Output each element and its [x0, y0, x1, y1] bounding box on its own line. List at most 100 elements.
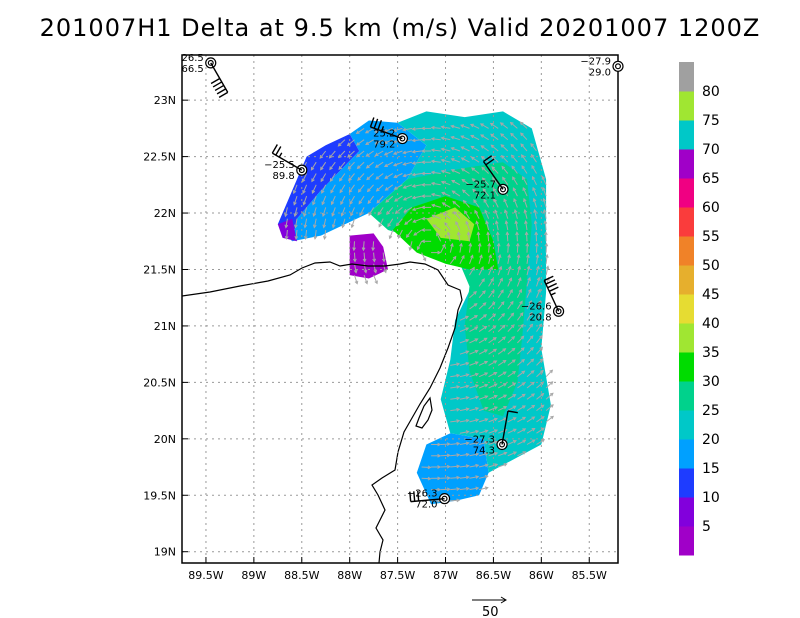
wind-vector [329, 150, 336, 159]
wind-vector-head [504, 209, 508, 214]
wind-vector-head [374, 129, 379, 133]
wind-vector-head [356, 165, 361, 170]
wind-vector-head [530, 346, 534, 351]
wind-vector [492, 188, 499, 197]
wind-vector [347, 161, 355, 170]
wind-vector-head [362, 258, 367, 263]
wind-vector [442, 212, 451, 220]
wind-vector [442, 202, 451, 208]
wind-vector [412, 184, 422, 187]
wind-vector-head [487, 242, 492, 247]
wind-vector-head [512, 187, 517, 192]
wind-vector [517, 416, 526, 423]
wind-vector-head [440, 147, 445, 152]
wind-vector [524, 209, 528, 219]
wind-vector-head [328, 154, 333, 159]
wind-vector-head [293, 201, 297, 206]
wind-vector [526, 428, 535, 434]
colorbar-label: 40 [702, 316, 720, 332]
wind-vector-head [337, 142, 342, 147]
wind-vector-head [542, 208, 547, 213]
wind-vector-head [437, 487, 442, 492]
wind-vector-head [542, 197, 547, 202]
wind-vector [303, 207, 308, 217]
wind-vector-head [500, 133, 504, 137]
wind-vector-head [484, 463, 489, 468]
wind-vector [412, 139, 422, 142]
wind-vector-head [511, 335, 516, 340]
wind-vector [474, 210, 480, 219]
wind-vector-head [521, 165, 525, 170]
wind-vector [366, 150, 374, 157]
wind-vector-head [524, 231, 529, 236]
wind-vector [461, 168, 470, 174]
wind-vector [467, 232, 470, 242]
wind-vector-head [384, 175, 389, 179]
wind-vector-head [465, 452, 470, 457]
wind-vector [534, 209, 537, 219]
wind-vector [285, 218, 288, 228]
wind-vector [441, 181, 451, 186]
wind-vector-head [421, 171, 426, 176]
wind-vector [451, 180, 461, 186]
wind-vector [431, 204, 441, 208]
wind-vector [340, 195, 346, 205]
wind-vector [490, 133, 499, 141]
wind-vector-head [367, 200, 372, 205]
wind-vector [431, 138, 441, 141]
wind-vector [459, 408, 469, 412]
wind-vector [293, 195, 298, 205]
wind-vector-head [378, 223, 382, 228]
wind-vector-head [470, 145, 475, 150]
wind-vector-head [482, 188, 487, 192]
wind-vector-head [456, 231, 461, 236]
wind-vector [472, 189, 480, 197]
wind-vector [536, 335, 543, 344]
wind-vector [450, 477, 460, 479]
wind-vector [356, 127, 365, 134]
wind-vector [412, 195, 422, 199]
wind-vector [313, 218, 317, 228]
wind-vector [365, 139, 374, 145]
station-circle-inner [399, 135, 406, 142]
wind-vector-head [383, 140, 388, 144]
wind-vector [536, 381, 544, 389]
wind-vector-head [521, 358, 525, 363]
wind-vector [488, 325, 497, 332]
wind-vector-head [329, 178, 334, 182]
wind-vector-head [442, 212, 447, 216]
wind-vector [440, 443, 450, 445]
wind-vector-head [402, 127, 407, 132]
wind-vector-head [402, 150, 407, 155]
wind-vector-head [545, 265, 550, 270]
wind-vector-head [470, 254, 474, 259]
wind-vector [284, 207, 288, 217]
wind-vector-head [512, 176, 516, 181]
wind-vector-head [512, 440, 517, 444]
wind-vector [469, 487, 479, 491]
wind-vector [403, 161, 413, 166]
wind-vector-head [411, 184, 416, 188]
wind-vector [536, 404, 545, 412]
wind-vector [488, 406, 498, 412]
wind-vector [526, 439, 536, 445]
wind-vector-head [411, 172, 416, 177]
wind-vector [320, 161, 327, 170]
wind-vector [487, 232, 490, 242]
wind-vector [536, 427, 545, 434]
wind-vector-head [359, 212, 363, 217]
wind-vector-head [493, 383, 498, 387]
wind-vector [478, 372, 488, 378]
wind-vector [373, 252, 375, 262]
wind-vector-head [475, 475, 480, 479]
wind-vector [469, 464, 479, 468]
wind-vector [295, 229, 298, 239]
wind-vector [459, 316, 469, 321]
wind-vector [403, 127, 413, 131]
wind-vector-head [456, 407, 461, 412]
wind-vector [331, 207, 336, 217]
wind-vector-head [482, 302, 487, 306]
wind-vector [536, 370, 544, 378]
colorbar-label: 20 [702, 432, 720, 448]
colorbar-label: 15 [702, 461, 720, 477]
